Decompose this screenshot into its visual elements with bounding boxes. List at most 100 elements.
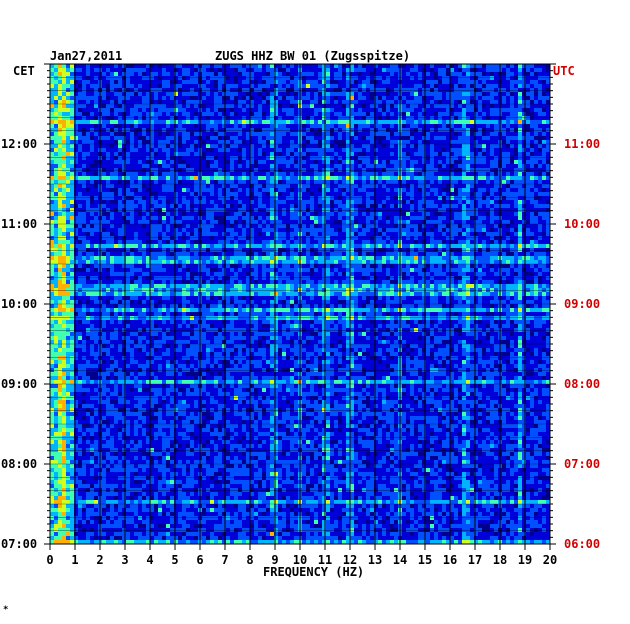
- heatmap-cell: [158, 144, 162, 148]
- heatmap-cell: [334, 120, 338, 124]
- heatmap-cell: [218, 132, 222, 136]
- heatmap-cell: [126, 164, 130, 168]
- heatmap-cell: [186, 212, 190, 216]
- heatmap-cell: [62, 188, 66, 192]
- heatmap-cell: [246, 144, 250, 148]
- heatmap-cell: [290, 208, 294, 212]
- heatmap-cell: [374, 208, 378, 212]
- heatmap-cell: [86, 92, 90, 96]
- heatmap-cell: [250, 92, 254, 96]
- heatmap-cell: [350, 220, 354, 224]
- heatmap-cell: [62, 112, 66, 116]
- heatmap-cell: [294, 188, 298, 192]
- heatmap-cell: [330, 208, 334, 212]
- heatmap-cell: [450, 156, 454, 160]
- heatmap-cell: [362, 140, 366, 144]
- heatmap-cell: [346, 208, 350, 212]
- heatmap-cell: [274, 88, 278, 92]
- heatmap-cell: [58, 232, 62, 236]
- heatmap-cell: [282, 228, 286, 232]
- heatmap-cell: [310, 68, 314, 72]
- heatmap-cell: [54, 196, 58, 200]
- heatmap-cell: [210, 104, 214, 108]
- heatmap-cell: [466, 212, 470, 216]
- heatmap-cell: [102, 136, 106, 140]
- heatmap-cell: [162, 152, 166, 156]
- heatmap-cell: [122, 96, 126, 100]
- heatmap-cell: [334, 184, 338, 188]
- heatmap-cell: [206, 96, 210, 100]
- heatmap-cell: [246, 220, 250, 224]
- heatmap-cell: [366, 72, 370, 76]
- heatmap-cell: [294, 196, 298, 200]
- heatmap-cell: [282, 216, 286, 220]
- heatmap-cell: [538, 88, 542, 92]
- heatmap-cell: [358, 212, 362, 216]
- heatmap-cell: [502, 84, 506, 88]
- heatmap-cell: [410, 88, 414, 92]
- heatmap-cell: [458, 156, 462, 160]
- heatmap-cell: [58, 68, 62, 72]
- heatmap-cell: [62, 240, 66, 244]
- heatmap-cell: [518, 76, 522, 80]
- heatmap-cell: [258, 140, 262, 144]
- heatmap-cell: [194, 224, 198, 228]
- heatmap-cell: [478, 116, 482, 120]
- heatmap-cell: [362, 88, 366, 92]
- heatmap-cell: [490, 220, 494, 224]
- heatmap-cell: [294, 76, 298, 80]
- heatmap-cell: [78, 96, 82, 100]
- heatmap-cell: [478, 128, 482, 132]
- heatmap-cell: [118, 220, 122, 224]
- heatmap-cell: [86, 148, 90, 152]
- heatmap-cell: [454, 236, 458, 240]
- heatmap-cell: [214, 88, 218, 92]
- heatmap-cell: [74, 152, 78, 156]
- heatmap-cell: [162, 108, 166, 112]
- heatmap-cell: [366, 100, 370, 104]
- heatmap-cell: [374, 232, 378, 236]
- heatmap-cell: [266, 128, 270, 132]
- heatmap-cell: [94, 204, 98, 208]
- heatmap-cell: [154, 216, 158, 220]
- heatmap-cell: [302, 168, 306, 172]
- heatmap-cell: [190, 92, 194, 96]
- heatmap-cell: [162, 92, 166, 96]
- heatmap-cell: [302, 172, 306, 176]
- heatmap-cell: [302, 140, 306, 144]
- heatmap-cell: [470, 184, 474, 188]
- heatmap-cell: [378, 144, 382, 148]
- heatmap-cell: [66, 116, 70, 120]
- heatmap-cell: [82, 124, 86, 128]
- heatmap-cell: [466, 84, 470, 88]
- heatmap-cell: [502, 232, 506, 236]
- heatmap-cell: [442, 168, 446, 172]
- heatmap-cell: [350, 72, 354, 76]
- heatmap-cell: [426, 72, 430, 76]
- heatmap-cell: [354, 104, 358, 108]
- heatmap-cell: [290, 96, 294, 100]
- heatmap-cell: [302, 112, 306, 116]
- heatmap-cell: [282, 88, 286, 92]
- heatmap-cell: [466, 192, 470, 196]
- heatmap-cell: [102, 64, 106, 68]
- heatmap-cell: [234, 136, 238, 140]
- heatmap-cell: [318, 232, 322, 236]
- heatmap-cell: [406, 112, 410, 116]
- heatmap-cell: [454, 84, 458, 88]
- heatmap-cell: [182, 128, 186, 132]
- heatmap-cell: [442, 176, 446, 180]
- heatmap-cell: [358, 120, 362, 124]
- heatmap-cell: [390, 68, 394, 72]
- heatmap-cell: [422, 116, 426, 120]
- heatmap-cell: [58, 140, 62, 144]
- heatmap-cell: [70, 176, 74, 180]
- heatmap-cell: [442, 164, 446, 168]
- heatmap-cell: [270, 116, 274, 120]
- heatmap-cell: [122, 84, 126, 88]
- heatmap-cell: [234, 172, 238, 176]
- heatmap-cell: [462, 216, 466, 220]
- heatmap-cell: [182, 132, 186, 136]
- heatmap-cell: [414, 200, 418, 204]
- heatmap-cell: [534, 148, 538, 152]
